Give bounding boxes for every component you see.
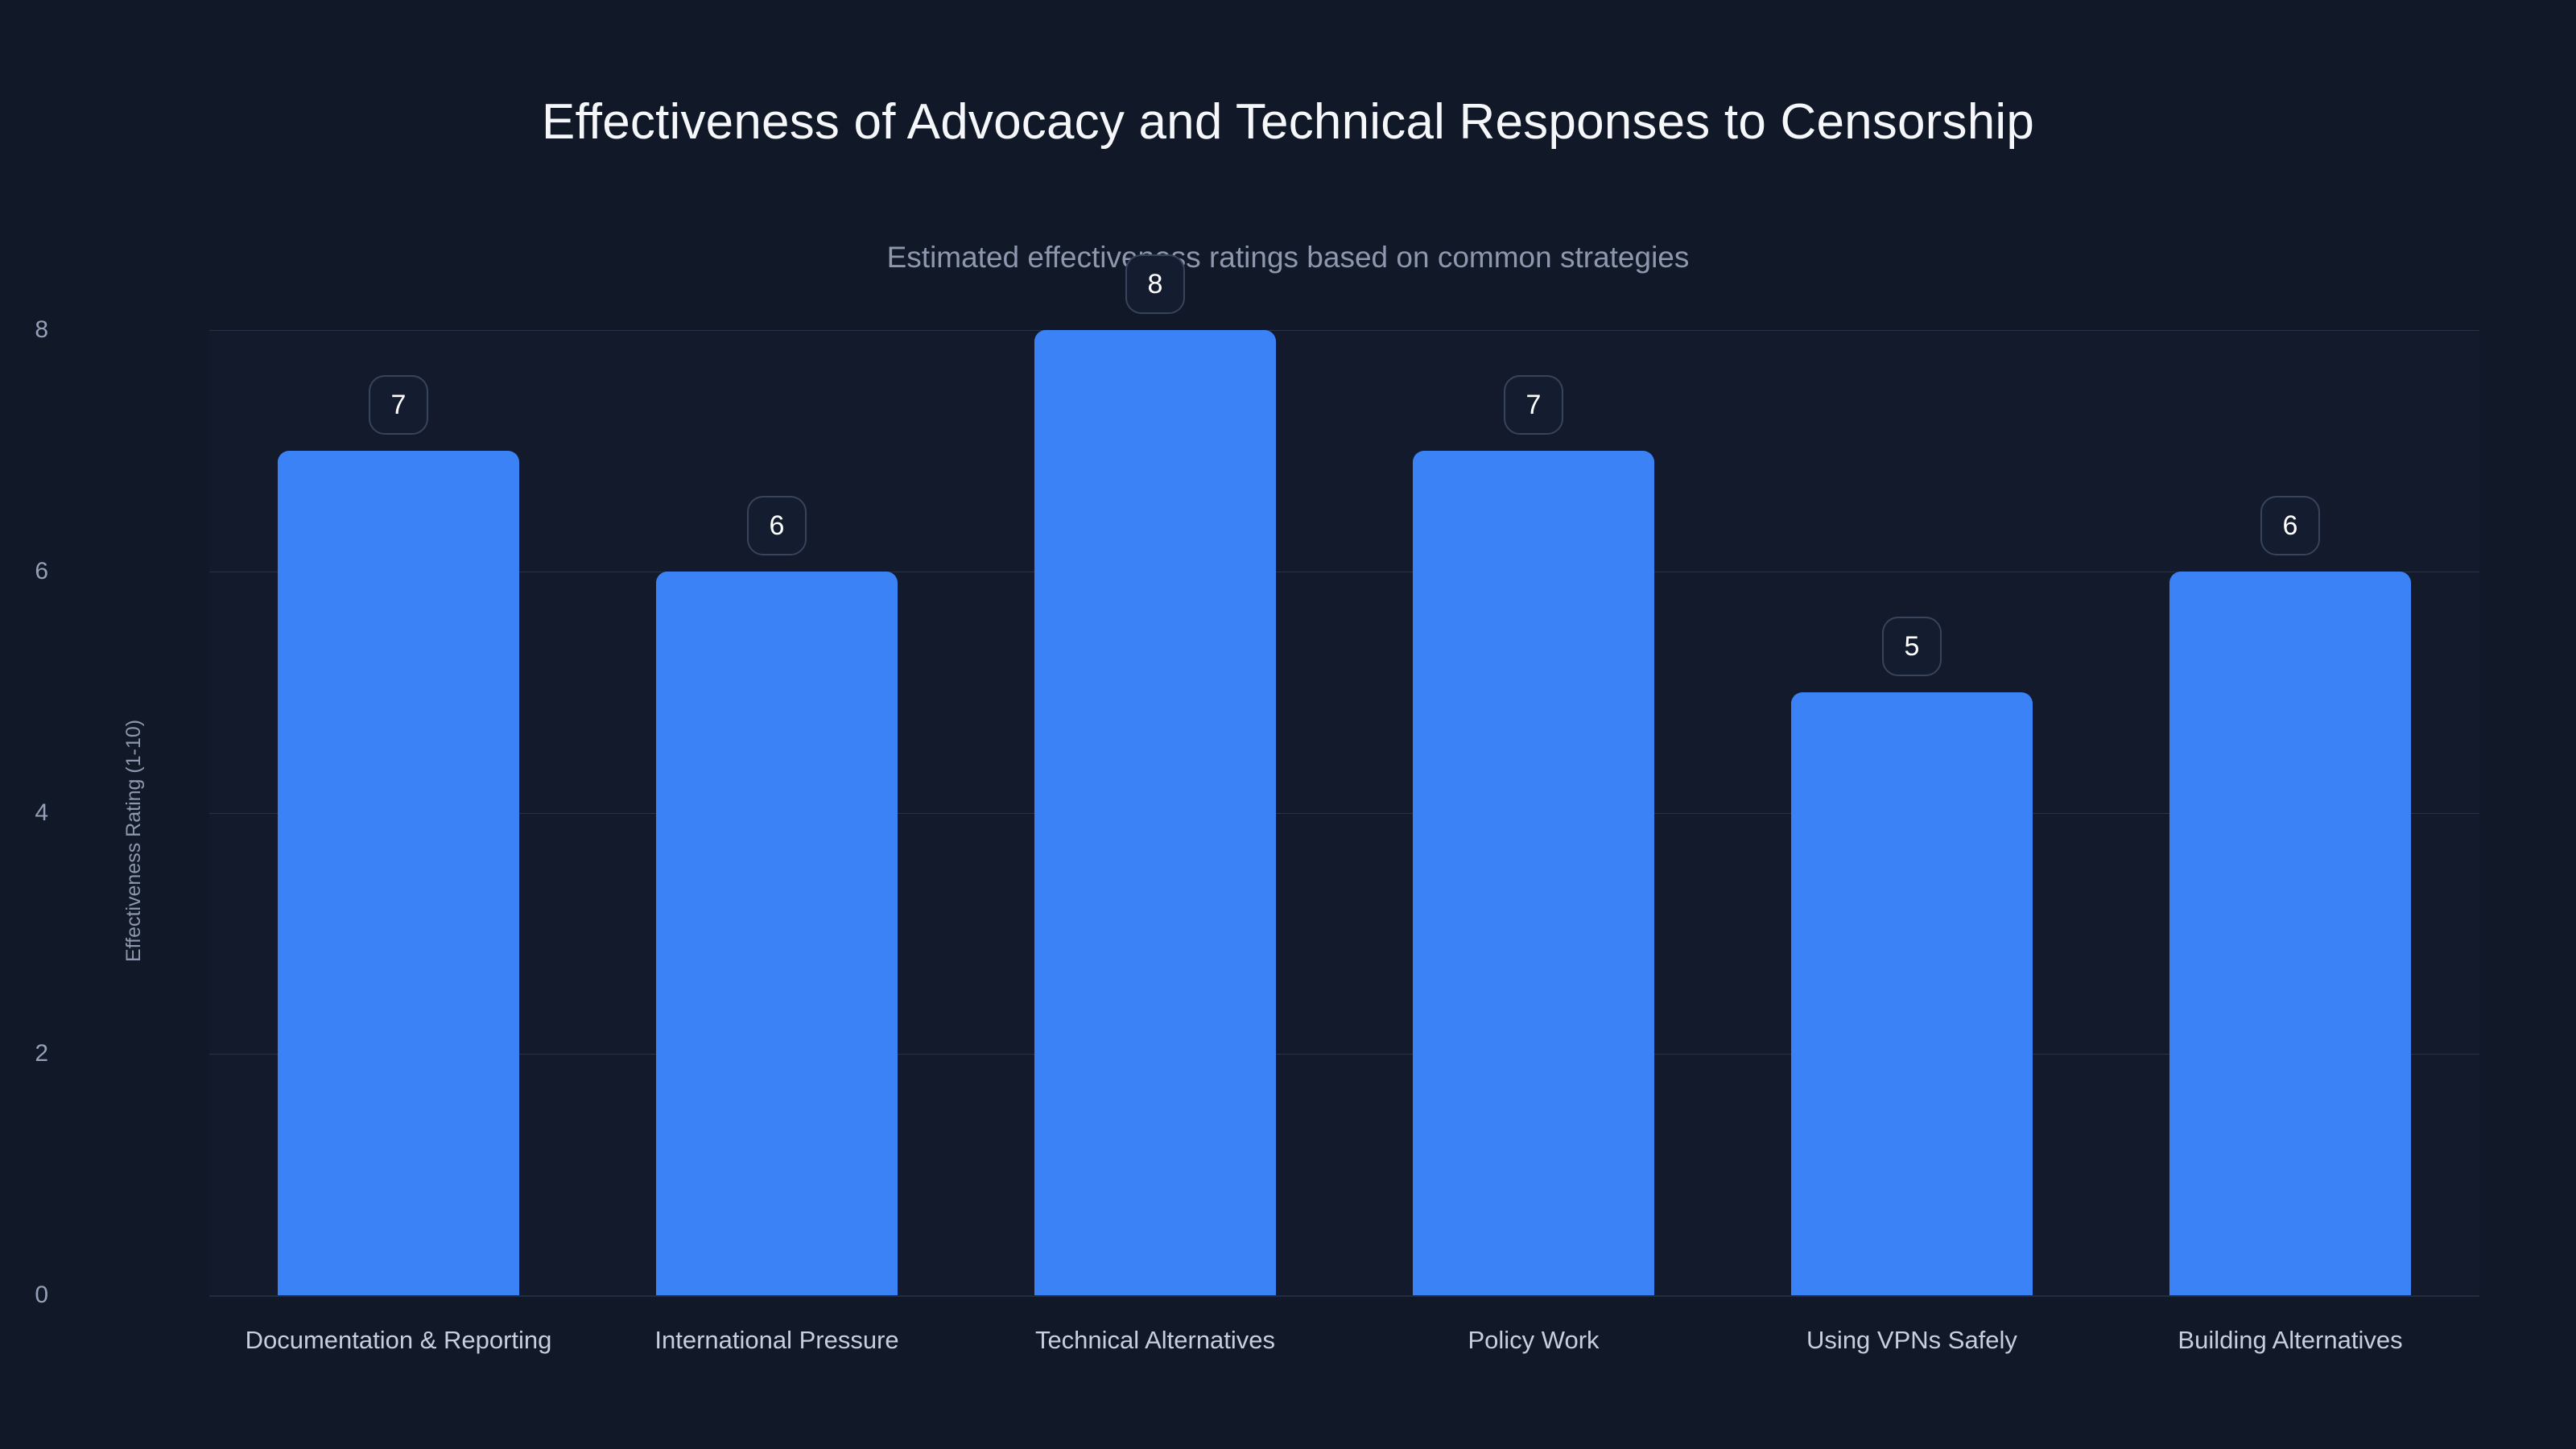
bar[interactable] (656, 571, 898, 1295)
y-axis-tick-label: 6 (35, 557, 48, 584)
bar[interactable] (1034, 330, 1276, 1295)
bar-value-badge: 6 (747, 495, 807, 555)
y-axis-tick-label: 0 (35, 1282, 48, 1308)
x-axis-tick-label: Building Alternatives (2178, 1326, 2403, 1354)
x-axis-tick-label: Policy Work (1468, 1326, 1600, 1354)
bar-value-badge: 7 (1504, 374, 1563, 435)
x-axis-tick-label: Documentation & Reporting (245, 1326, 552, 1354)
plot-area (209, 330, 2479, 1295)
bar[interactable] (278, 450, 519, 1295)
x-axis-baseline (209, 1295, 2479, 1297)
y-axis-title: Effectiveness Rating (1-10) (122, 719, 145, 962)
x-axis-tick-label: Using VPNs Safely (1806, 1326, 2017, 1354)
bar-value-badge: 7 (369, 374, 428, 435)
bar[interactable] (2169, 571, 2411, 1295)
bar-value-badge: 8 (1125, 254, 1185, 314)
gridline (209, 812, 2479, 814)
bar[interactable] (1413, 450, 1654, 1295)
x-axis-tick-label: International Pressure (654, 1326, 899, 1354)
gridline (209, 330, 2479, 331)
y-axis-tick-label: 2 (35, 1040, 48, 1067)
chart-title: Effectiveness of Advocacy and Technical … (541, 94, 2035, 150)
y-axis-tick-label: 4 (35, 799, 48, 826)
bar[interactable] (1791, 691, 2033, 1295)
bar-value-badge: 6 (2260, 495, 2320, 555)
gridline (209, 1054, 2479, 1055)
chart-subtitle: Estimated effectiveness ratings based on… (886, 241, 1690, 274)
x-axis-tick-label: Technical Alternatives (1034, 1326, 1276, 1354)
bar-value-badge: 5 (1882, 616, 1942, 676)
y-axis-tick-label: 8 (35, 316, 48, 343)
